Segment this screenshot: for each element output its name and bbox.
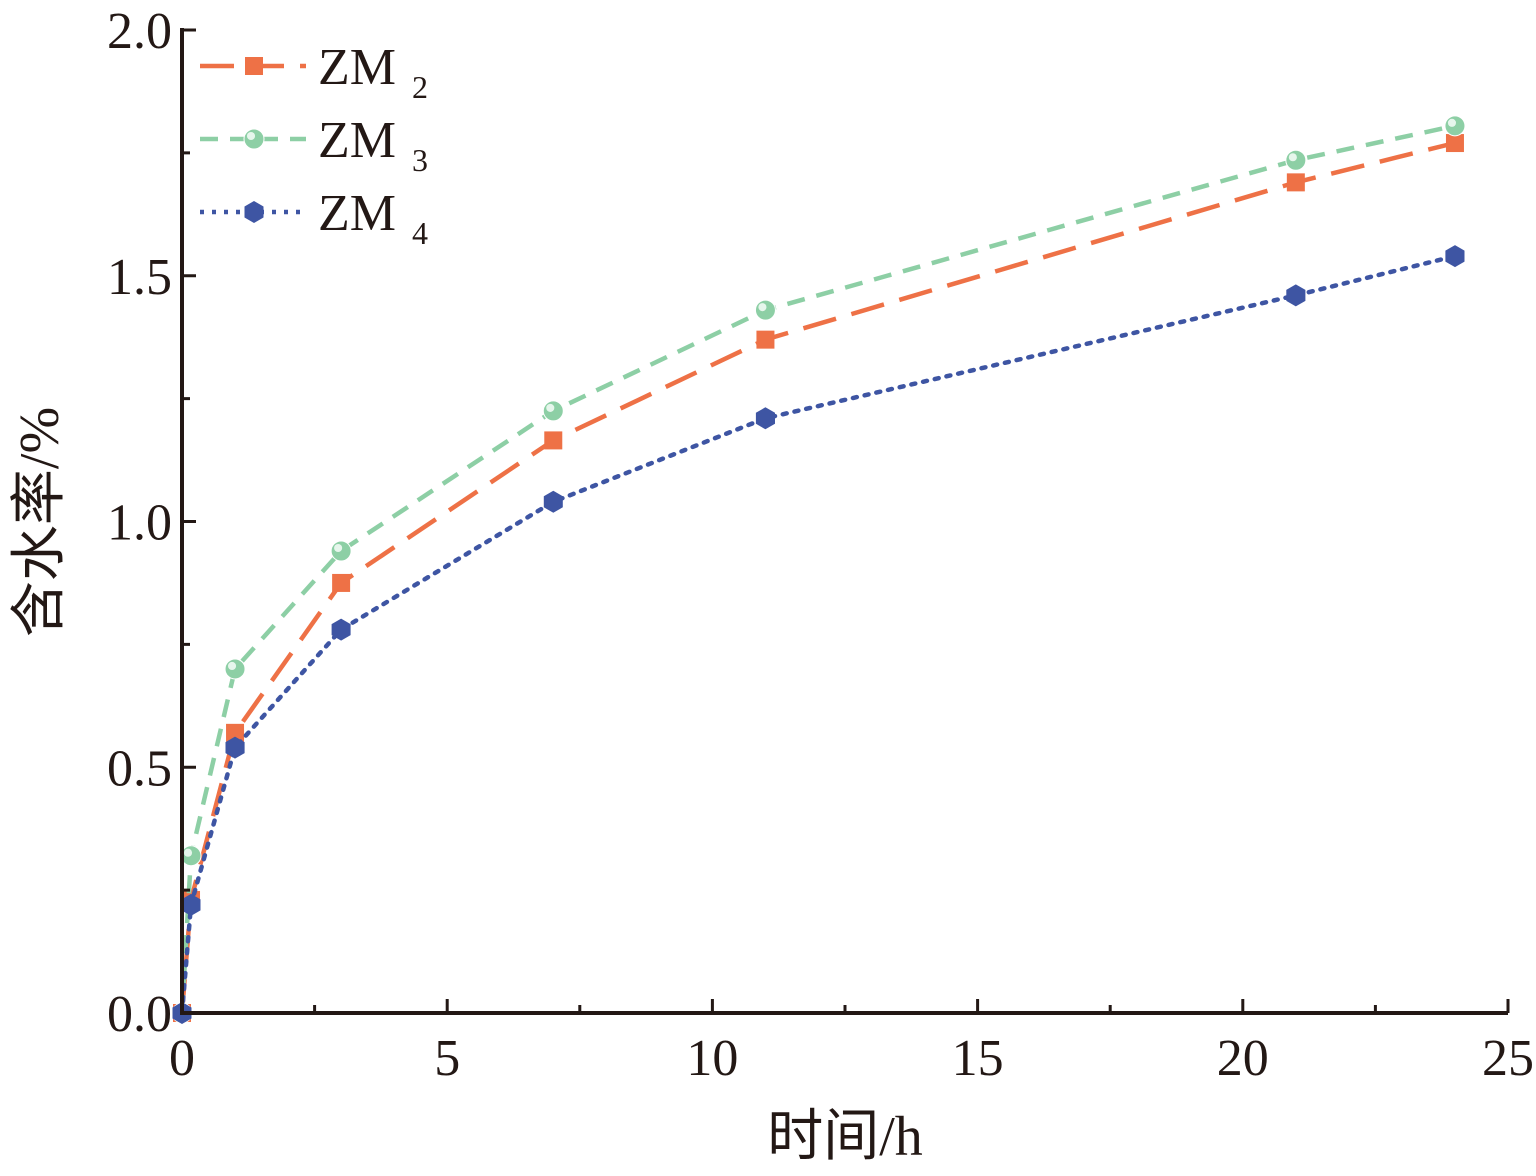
series-ZM2 xyxy=(173,134,1464,1022)
data-point-highlight xyxy=(1447,118,1457,127)
x-tick-label: 15 xyxy=(952,1030,1004,1087)
y-tick-label: 1.0 xyxy=(107,495,172,552)
data-point-circle xyxy=(754,299,776,321)
data-point-square xyxy=(245,57,263,75)
data-point-square xyxy=(1286,173,1305,192)
y-axis-title: 含水率/% xyxy=(9,407,71,637)
series-ZM4 xyxy=(172,245,1465,1024)
data-point-square xyxy=(544,431,563,450)
data-point-hexagon xyxy=(331,618,351,641)
plot-area xyxy=(171,115,1466,1024)
y-tick-label: 2.0 xyxy=(107,3,172,60)
data-point-highlight xyxy=(227,661,237,670)
data-point-square xyxy=(332,573,351,592)
x-tick-label: 0 xyxy=(169,1030,195,1087)
series-line xyxy=(179,123,1456,1014)
data-point-hexagon xyxy=(1286,284,1306,307)
data-point-circle xyxy=(1285,149,1307,171)
legend-item-ZM2: ZM 2 xyxy=(200,39,428,105)
x-tick-label: 10 xyxy=(686,1030,738,1087)
data-point-circle xyxy=(243,128,265,150)
data-point-highlight xyxy=(546,403,555,412)
data-point-square xyxy=(756,330,775,349)
legend-label: ZM xyxy=(318,39,396,96)
x-tick-label: 20 xyxy=(1217,1030,1269,1087)
x-ticks: 0 5 10 15 20 25 xyxy=(169,999,1534,1087)
series-line xyxy=(179,253,1458,1016)
data-point-hexagon xyxy=(181,893,201,916)
data-point-hexagon xyxy=(543,490,563,513)
y-tick-label: 1.5 xyxy=(107,249,172,306)
data-point-circle xyxy=(330,540,352,562)
series-line xyxy=(179,140,1456,1014)
data-point-circle xyxy=(180,845,202,867)
data-point-highlight xyxy=(1288,153,1297,162)
axes: 0.0 0.5 1.0 1.5 2.0 0 5 10 15 20 25 xyxy=(107,3,1534,1087)
legend-item-ZM4: ZM 4 xyxy=(200,185,428,251)
data-point-highlight xyxy=(334,543,343,553)
legend-label-subscript: 4 xyxy=(412,215,428,251)
data-point-circle xyxy=(1444,115,1466,137)
y-ticks: 0.0 0.5 1.0 1.5 2.0 xyxy=(107,3,196,1043)
legend-label: ZM xyxy=(318,185,396,242)
series-ZM3 xyxy=(171,115,1466,1024)
legend-label: ZM xyxy=(318,112,396,169)
x-tick-label: 25 xyxy=(1482,1030,1534,1087)
data-point-hexagon xyxy=(225,736,245,759)
data-point-circle xyxy=(224,658,246,680)
data-point-square xyxy=(226,723,245,742)
data-point-hexagon xyxy=(755,407,775,430)
data-point-highlight xyxy=(758,303,767,312)
legend-label-subscript: 3 xyxy=(412,142,428,178)
data-point-highlight xyxy=(183,848,193,857)
legend-item-ZM3: ZM 3 xyxy=(200,112,428,178)
data-point-hexagon xyxy=(1445,245,1465,268)
x-tick-label: 5 xyxy=(434,1030,460,1087)
y-tick-label: 0.5 xyxy=(107,740,172,797)
legend: ZM 2 ZM 3 ZM 4 xyxy=(200,39,428,251)
data-point-square xyxy=(1445,134,1464,153)
y-tick-label: 0.0 xyxy=(107,986,172,1043)
data-point-hexagon xyxy=(244,201,264,223)
legend-label-subscript: 2 xyxy=(412,69,428,105)
x-axis-title: 时间/h xyxy=(767,1106,923,1168)
data-point-highlight xyxy=(246,131,256,141)
data-point-circle xyxy=(542,400,564,422)
